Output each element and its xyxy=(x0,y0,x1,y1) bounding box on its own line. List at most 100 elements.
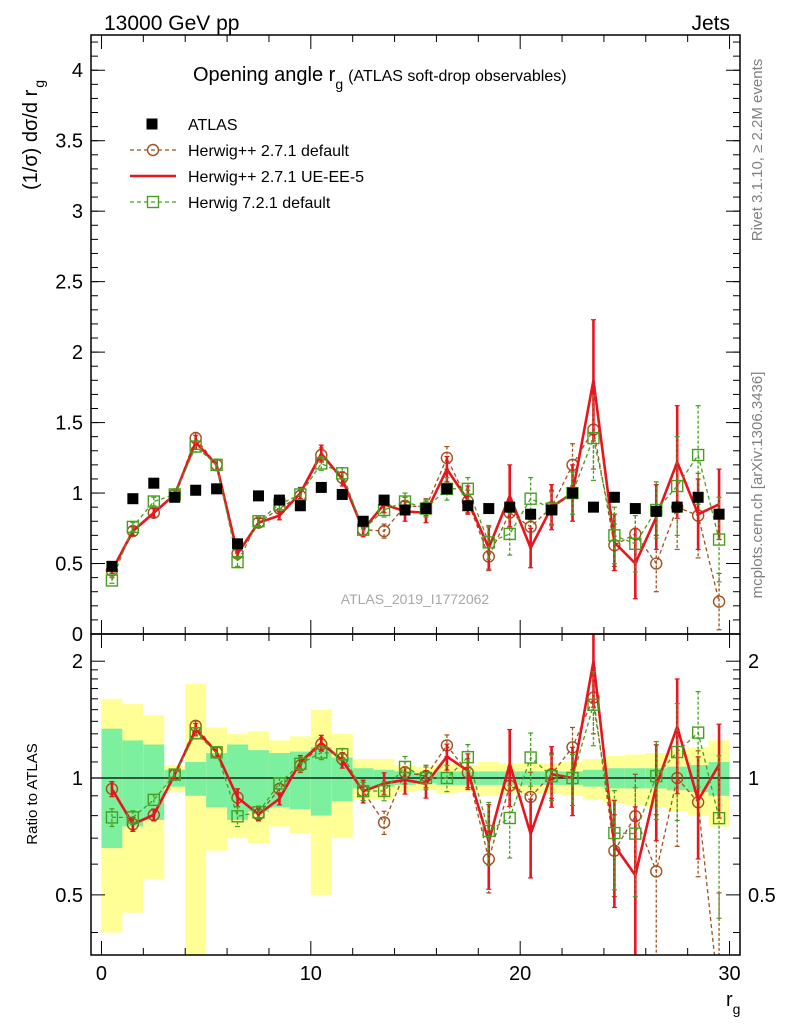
legend-herwigpp-ueee5-label: Herwig++ 2.7.1 UE-EE-5 xyxy=(188,169,364,186)
herwig7-point xyxy=(670,479,684,493)
main-ytick-label: 0.5 xyxy=(55,554,83,576)
atlas-point xyxy=(294,500,306,512)
legend-herwig7-label: Herwig 7.2.1 default xyxy=(188,195,331,212)
atlas-point xyxy=(650,505,662,517)
main-ytick-label: 3.5 xyxy=(55,131,83,153)
herwig7-point xyxy=(189,727,202,740)
xlabel-text: r xyxy=(726,989,733,1011)
main-ytick-label: 1 xyxy=(72,483,83,505)
herwigpp-ueee5-line xyxy=(110,380,720,572)
herwig7-point xyxy=(419,771,433,785)
xtick-label: 10 xyxy=(300,963,322,985)
herwig7-point xyxy=(126,811,140,824)
atlas-point xyxy=(232,538,244,550)
band-inner-bin xyxy=(248,750,269,812)
herwig7-point xyxy=(650,769,663,783)
herwig7-point xyxy=(147,495,161,508)
atlas-point xyxy=(587,501,599,513)
herwigpp-default-point xyxy=(712,595,726,608)
atlas-point xyxy=(441,483,453,495)
atlas-point xyxy=(713,508,725,520)
atlas-point xyxy=(483,503,495,515)
ratio-ytick-label: 1 xyxy=(72,768,83,790)
herwig7-point xyxy=(587,698,600,711)
plot-title-main: Opening angle r xyxy=(193,64,336,86)
herwig7-point xyxy=(461,750,475,764)
atlas-point xyxy=(252,490,264,502)
main-panel-series xyxy=(105,319,726,631)
ratio-ytick-label: 2 xyxy=(72,651,83,673)
herwig7-point xyxy=(587,431,600,445)
jets-label: Jets xyxy=(691,12,730,35)
herwigpp-default-point xyxy=(377,524,391,538)
herwigpp-default-line xyxy=(111,427,720,602)
herwig7-point xyxy=(252,806,265,819)
herwig7-point xyxy=(273,777,286,790)
ratio-panel-frame xyxy=(90,633,741,956)
atlas-point xyxy=(629,503,641,515)
herwig7-point xyxy=(315,746,328,759)
herwig7-point xyxy=(503,527,516,541)
xtick-label: 20 xyxy=(509,963,531,985)
herwig7-point xyxy=(670,745,684,759)
atlas-point xyxy=(190,484,202,496)
main-ytick-label: 1.5 xyxy=(55,413,83,435)
xtick-label: 30 xyxy=(718,963,740,985)
xlabel-sub: g xyxy=(733,1001,741,1017)
atlas-point xyxy=(148,477,160,489)
herwig7-point xyxy=(294,757,307,771)
ratio-ylabel: Ratio to ATLAS xyxy=(24,743,41,844)
band-inner-bin xyxy=(122,740,144,827)
band-inner-bin xyxy=(206,753,228,808)
legend-herwig7-marker xyxy=(146,195,160,209)
legend-herwigpp-default-marker xyxy=(146,143,160,157)
atlas-point xyxy=(357,515,369,527)
atlas-point xyxy=(127,493,139,505)
herwig7-point xyxy=(482,536,495,549)
main-ylabel-sub: g xyxy=(31,80,47,88)
herwig7-point xyxy=(503,811,516,825)
main-ytick-label: 0 xyxy=(72,624,83,646)
herwig7-point xyxy=(524,492,537,505)
atlas-point xyxy=(106,560,118,572)
ratio-panel-series xyxy=(105,634,726,1004)
xlabel: rg xyxy=(726,989,740,1017)
atlas-point xyxy=(692,491,704,503)
herwig7-point xyxy=(524,751,537,764)
herwig7-point xyxy=(691,448,705,462)
herwig7-point xyxy=(691,726,705,739)
herwigpp-default-point xyxy=(650,865,663,878)
atlas-point xyxy=(546,504,558,516)
herwig7-point xyxy=(629,537,642,550)
herwig7-point xyxy=(482,824,495,838)
ratio-ytick-label-right: 2 xyxy=(748,651,759,673)
herwig7-point xyxy=(377,784,391,798)
main-ytick-label: 4 xyxy=(72,60,83,82)
main-ytick-label: 2 xyxy=(72,342,83,364)
plot-title-extra: (ATLAS soft-drop observables) xyxy=(348,68,566,85)
herwig7-point xyxy=(629,827,642,840)
herwig7-point xyxy=(315,457,328,470)
atlas-point xyxy=(378,494,390,506)
herwigpp-default-point xyxy=(650,557,663,570)
atlas-point xyxy=(567,487,579,499)
herwig7-point xyxy=(147,793,161,807)
main-ytick-label: 3 xyxy=(72,201,83,223)
ratio-ytick-label-right: 0.5 xyxy=(748,885,776,907)
atlas-point xyxy=(169,491,181,503)
legend-herwigpp-default-label: Herwig++ 2.7.1 default xyxy=(188,143,350,160)
herwig7-line xyxy=(111,704,720,835)
herwig7-point xyxy=(231,810,244,823)
ratio-ytick-label: 0.5 xyxy=(55,885,83,907)
herwig7-point xyxy=(712,533,726,546)
herwig7-point xyxy=(398,760,412,774)
herwig7-point xyxy=(608,529,621,542)
herwig7-point xyxy=(566,771,579,785)
herwigpp-default-point xyxy=(714,993,725,1004)
herwig7-point xyxy=(126,520,140,534)
band-outer-bin xyxy=(185,683,207,955)
mcplots-label: mcplots.cern.ch [arXiv:1306.3436] xyxy=(749,372,766,599)
herwig7-point xyxy=(356,784,370,798)
analysis-watermark: ATLAS_2019_I1772062 xyxy=(341,591,490,607)
herwig7-point xyxy=(336,748,349,761)
